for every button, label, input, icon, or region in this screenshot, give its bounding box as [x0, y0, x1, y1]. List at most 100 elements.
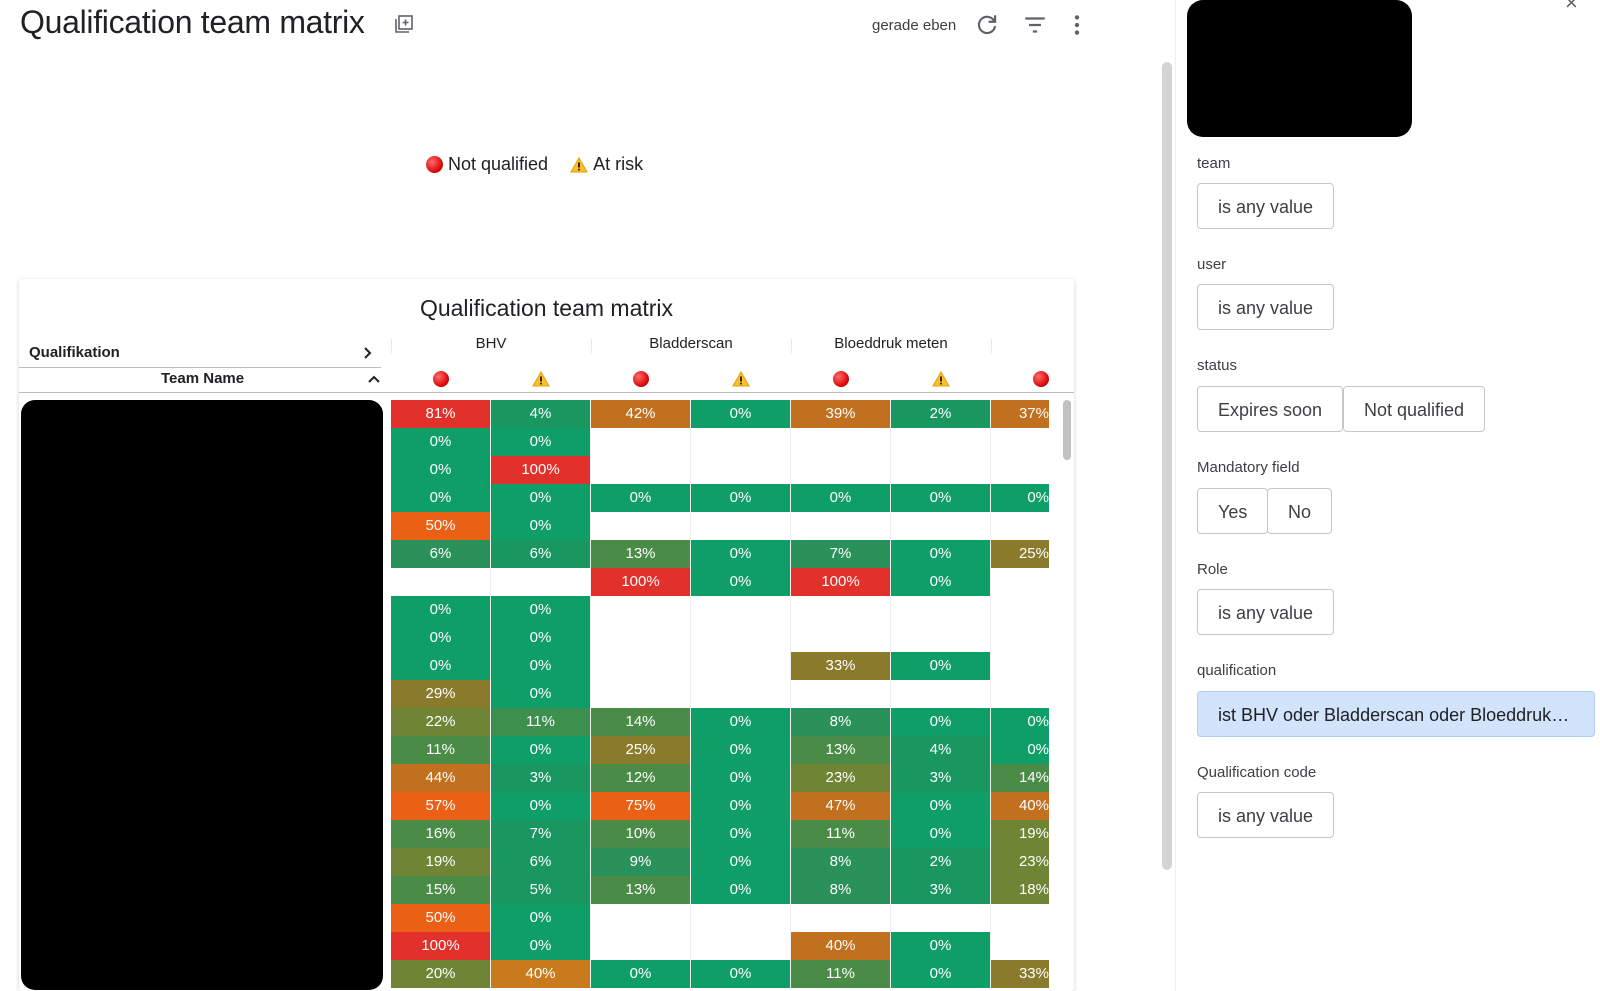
- matrix-cell[interactable]: 11%: [791, 820, 890, 848]
- matrix-cell[interactable]: 0%: [691, 876, 790, 904]
- matrix-cell[interactable]: 25%: [591, 736, 690, 764]
- matrix-cell[interactable]: 2%: [891, 848, 990, 876]
- chevron-up-icon[interactable]: [367, 373, 381, 385]
- matrix-cell[interactable]: 75%: [591, 792, 690, 820]
- matrix-cell[interactable]: 2%: [891, 400, 990, 428]
- matrix-cell[interactable]: 0%: [391, 624, 490, 652]
- matrix-cell[interactable]: 29%: [391, 680, 490, 708]
- matrix-cell[interactable]: 0%: [691, 764, 790, 792]
- more-vert-icon[interactable]: [1064, 12, 1090, 38]
- matrix-cell[interactable]: 47%: [791, 792, 890, 820]
- matrix-cell[interactable]: 13%: [791, 736, 890, 764]
- matrix-cell[interactable]: 100%: [391, 932, 490, 960]
- matrix-cell[interactable]: 8%: [791, 876, 890, 904]
- matrix-cell[interactable]: 15%: [391, 876, 490, 904]
- matrix-cell[interactable]: 0%: [691, 848, 790, 876]
- add-to-collection-icon[interactable]: [394, 14, 414, 34]
- page-scrollbar[interactable]: [1160, 62, 1174, 870]
- matrix-cell[interactable]: 0%: [491, 736, 590, 764]
- matrix-cell[interactable]: 33%: [791, 652, 890, 680]
- matrix-cell[interactable]: 81%: [391, 400, 490, 428]
- matrix-cell[interactable]: 40%: [791, 932, 890, 960]
- matrix-cell[interactable]: 0%: [691, 708, 790, 736]
- matrix-cell[interactable]: 14%: [591, 708, 690, 736]
- matrix-cell[interactable]: 0%: [891, 932, 990, 960]
- matrix-cell[interactable]: 0%: [991, 484, 1049, 512]
- matrix-cell[interactable]: 0%: [491, 596, 590, 624]
- matrix-cell[interactable]: 25%: [991, 540, 1049, 568]
- matrix-cell[interactable]: 23%: [791, 764, 890, 792]
- matrix-cell[interactable]: 50%: [391, 904, 490, 932]
- filter-team-chip[interactable]: is any value: [1197, 183, 1335, 229]
- matrix-cell[interactable]: 0%: [491, 652, 590, 680]
- matrix-cell[interactable]: 0%: [891, 708, 990, 736]
- matrix-cell[interactable]: 13%: [591, 540, 690, 568]
- matrix-cell[interactable]: 18%: [991, 876, 1049, 904]
- matrix-cell[interactable]: 0%: [491, 624, 590, 652]
- matrix-cell[interactable]: 100%: [591, 568, 690, 596]
- matrix-cell[interactable]: 5%: [491, 876, 590, 904]
- filter-mandatory-yes[interactable]: Yes: [1197, 488, 1269, 534]
- matrix-cell[interactable]: 0%: [891, 792, 990, 820]
- matrix-cell[interactable]: 0%: [491, 512, 590, 540]
- chevron-right-icon[interactable]: [362, 346, 374, 360]
- matrix-cell[interactable]: 37%: [991, 400, 1049, 428]
- matrix-cell[interactable]: 0%: [491, 428, 590, 456]
- matrix-cell[interactable]: 7%: [491, 820, 590, 848]
- matrix-cell[interactable]: 0%: [491, 792, 590, 820]
- matrix-cell[interactable]: 0%: [691, 820, 790, 848]
- matrix-cell[interactable]: 11%: [791, 960, 890, 988]
- matrix-cell[interactable]: 14%: [991, 764, 1049, 792]
- matrix-cell[interactable]: 0%: [491, 680, 590, 708]
- table-scrollbar-thumb[interactable]: [1063, 400, 1071, 460]
- filter-user-chip[interactable]: is any value: [1197, 284, 1335, 330]
- matrix-cell[interactable]: 0%: [591, 484, 690, 512]
- table-scrollbar[interactable]: [1061, 400, 1073, 990]
- matrix-cell[interactable]: 6%: [491, 848, 590, 876]
- matrix-cell[interactable]: 0%: [991, 708, 1049, 736]
- matrix-cell[interactable]: 0%: [891, 652, 990, 680]
- team-name-column-header[interactable]: Team Name: [161, 370, 245, 387]
- filter-status-not-qualified[interactable]: Not qualified: [1343, 386, 1486, 432]
- matrix-cell[interactable]: 12%: [591, 764, 690, 792]
- matrix-cell[interactable]: 0%: [391, 484, 490, 512]
- filter-role-chip[interactable]: is any value: [1197, 589, 1335, 635]
- matrix-cell[interactable]: 3%: [891, 876, 990, 904]
- matrix-cell[interactable]: 20%: [391, 960, 490, 988]
- matrix-cell[interactable]: 0%: [691, 568, 790, 596]
- matrix-cell[interactable]: 13%: [591, 876, 690, 904]
- matrix-cell[interactable]: 3%: [491, 764, 590, 792]
- filter-mandatory-no[interactable]: No: [1267, 488, 1333, 534]
- matrix-cell[interactable]: 16%: [391, 820, 490, 848]
- matrix-cell[interactable]: 11%: [491, 708, 590, 736]
- matrix-cell[interactable]: 19%: [391, 848, 490, 876]
- matrix-cell[interactable]: 0%: [691, 484, 790, 512]
- matrix-cell[interactable]: 10%: [591, 820, 690, 848]
- matrix-cell[interactable]: 0%: [891, 484, 990, 512]
- matrix-cell[interactable]: 11%: [391, 736, 490, 764]
- filter-qualification-chip[interactable]: ist BHV oder Bladderscan oder Bloeddruk …: [1197, 691, 1595, 737]
- matrix-cell[interactable]: 0%: [991, 736, 1049, 764]
- matrix-cell[interactable]: 9%: [591, 848, 690, 876]
- matrix-cell[interactable]: 4%: [491, 400, 590, 428]
- matrix-cell[interactable]: 0%: [691, 960, 790, 988]
- matrix-cell[interactable]: 23%: [991, 848, 1049, 876]
- matrix-cell[interactable]: 19%: [991, 820, 1049, 848]
- filter-qualification-code-chip[interactable]: is any value: [1197, 792, 1335, 838]
- matrix-cell[interactable]: 6%: [391, 540, 490, 568]
- refresh-icon[interactable]: [974, 12, 1000, 38]
- matrix-cell[interactable]: 0%: [891, 540, 990, 568]
- matrix-cell[interactable]: 0%: [691, 540, 790, 568]
- matrix-cell[interactable]: 40%: [491, 960, 590, 988]
- matrix-cell[interactable]: 100%: [491, 456, 590, 484]
- matrix-cell[interactable]: 0%: [491, 484, 590, 512]
- matrix-cell[interactable]: 42%: [591, 400, 690, 428]
- matrix-cell[interactable]: 0%: [691, 400, 790, 428]
- matrix-cell[interactable]: 0%: [691, 736, 790, 764]
- matrix-cell[interactable]: 0%: [691, 792, 790, 820]
- matrix-cell[interactable]: 4%: [891, 736, 990, 764]
- filter-status-expires-soon[interactable]: Expires soon: [1197, 386, 1344, 432]
- matrix-cell[interactable]: 57%: [391, 792, 490, 820]
- filter-icon[interactable]: [1022, 12, 1048, 38]
- matrix-cell[interactable]: 0%: [491, 904, 590, 932]
